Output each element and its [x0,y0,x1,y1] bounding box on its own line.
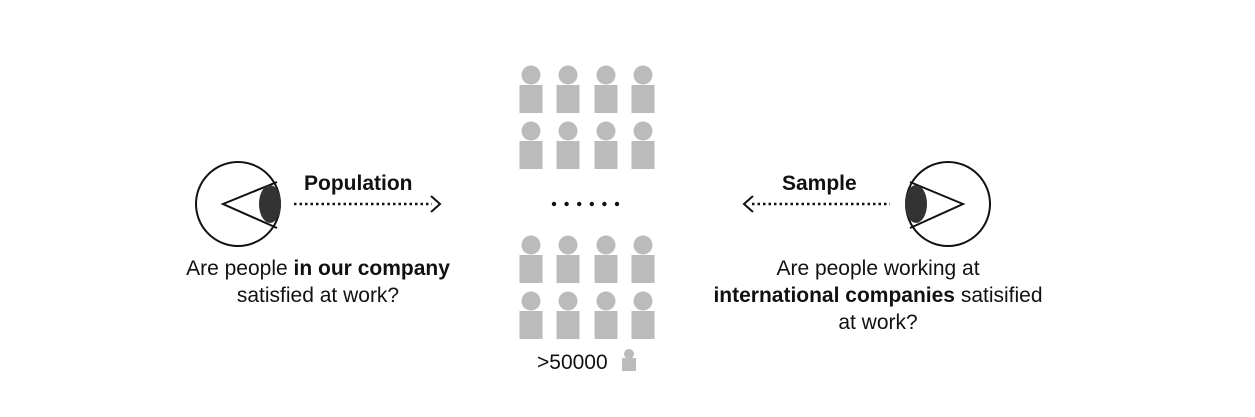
sample-question-line3: at work? [838,311,918,334]
ellipsis-dot [589,201,594,207]
person-icon [519,65,543,113]
person-icon [556,65,580,113]
person-icon [519,235,543,283]
person-icon [631,291,655,339]
population-count: >50000 [537,351,608,374]
population-question: Are people in our company satisfied at w… [150,255,486,309]
right-eye-icon [905,161,991,247]
ellipsis-dot [602,201,607,207]
sample-question-post1: satisified [955,284,1043,307]
left-eye-icon [195,161,281,247]
population-people-grid [519,65,655,339]
population-arrow [294,195,442,213]
ellipsis-dot [564,201,569,207]
person-icon [631,65,655,113]
population-question-pre: Are people [186,257,294,280]
person-icon [556,291,580,339]
person-icon [594,65,618,113]
person-icon [519,121,543,169]
person-icon [631,121,655,169]
ellipsis-dot [614,201,620,207]
sample-question: Are people working at international comp… [680,255,1076,336]
sample-question-line1: Are people working at [776,257,980,280]
sample-label: Sample [782,172,857,195]
sample-arrow [742,195,890,213]
population-question-post: satisfied at work? [236,284,400,307]
population-label: Population [304,172,413,195]
person-icon [594,235,618,283]
ellipsis-dot [577,201,582,207]
person-icon [594,121,618,169]
person-icon [519,291,543,339]
small-person-icon [622,349,636,371]
person-icon [594,291,618,339]
person-icon [631,235,655,283]
population-question-bold: in our company [293,257,450,280]
ellipsis-dot [551,201,557,207]
person-icon [556,121,580,169]
sample-question-bold: international companies [713,284,955,307]
person-icon [556,235,580,283]
ellipsis-dots [551,201,620,207]
